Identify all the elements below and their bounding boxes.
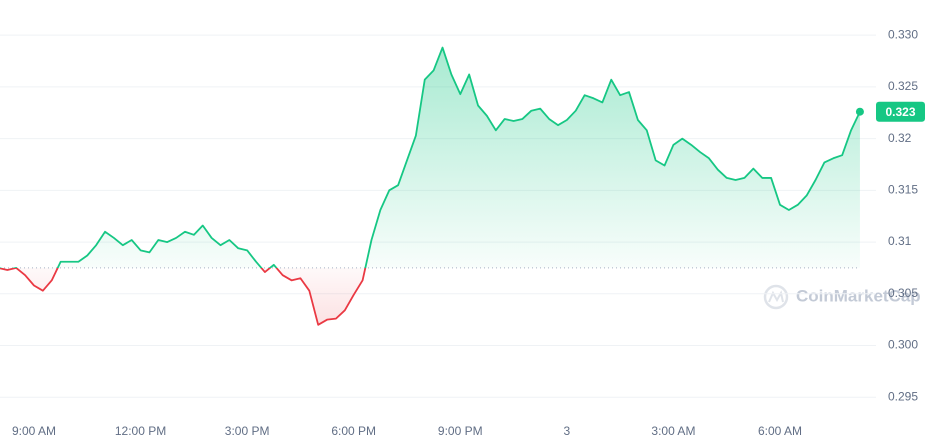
y-tick-label: 0.330 — [888, 27, 918, 41]
x-tick-label: 6:00 AM — [758, 424, 802, 438]
x-tick-label: 12:00 PM — [115, 424, 166, 438]
watermark: CoinMarketCap — [796, 286, 921, 305]
watermark-logo — [763, 284, 789, 310]
price-tag — [876, 101, 925, 122]
y-tick-label: 0.32 — [888, 131, 912, 145]
price-line — [0, 46, 861, 326]
y-tick-label: 0.295 — [888, 389, 918, 403]
y-tick-label: 0.300 — [888, 338, 918, 352]
x-tick-label: 9:00 PM — [438, 424, 483, 438]
last-point — [855, 107, 864, 116]
x-tick-label: 9:00 AM — [12, 424, 56, 438]
y-tick-label: 0.315 — [888, 183, 918, 197]
y-tick-label: 0.305 — [888, 286, 918, 300]
price-tag-label: 0.323 — [885, 105, 915, 119]
y-tick-label: 0.31 — [888, 234, 912, 248]
x-tick-label: 3:00 AM — [651, 424, 695, 438]
x-tick-label: 3:00 PM — [225, 424, 270, 438]
x-tick-label: 3 — [564, 424, 571, 438]
y-tick-label: 0.325 — [888, 79, 918, 93]
area — [0, 47, 860, 325]
x-tick-label: 6:00 PM — [331, 424, 376, 438]
